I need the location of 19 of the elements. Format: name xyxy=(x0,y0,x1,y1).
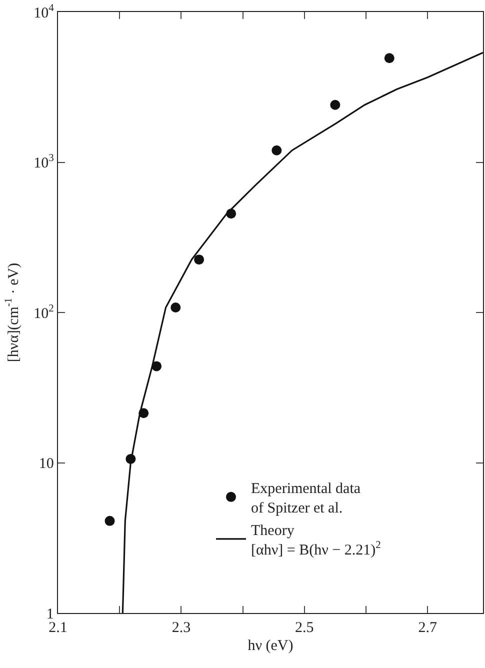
y-tick-label: 1 xyxy=(46,606,54,622)
point xyxy=(384,53,394,64)
point xyxy=(330,100,340,110)
y-tick-label: 10$^{4}$ xyxy=(34,2,55,22)
point xyxy=(104,516,115,526)
x-tick-label: 2.5 xyxy=(295,620,314,636)
legend-label: Experimental data of Spitzer et al. xyxy=(251,481,361,517)
x-tick-label: 2.3 xyxy=(172,620,191,636)
point xyxy=(170,302,181,312)
x-axis-title: hν (eV) xyxy=(248,638,294,654)
line-series xyxy=(122,52,483,613)
y-tick-label: 10$^{3}$ xyxy=(34,153,54,172)
point xyxy=(272,145,282,156)
point xyxy=(194,254,204,265)
x-tick-label: 2.7 xyxy=(418,620,438,636)
y-tick-label: 10 xyxy=(38,456,54,472)
y-tick-label: 10$^{2}$ xyxy=(34,303,54,322)
x-tick-label: 2.1 xyxy=(48,620,68,636)
legend-label: Theory [αhν] = B(hν − 2.21)$^{2}$ xyxy=(251,523,381,559)
